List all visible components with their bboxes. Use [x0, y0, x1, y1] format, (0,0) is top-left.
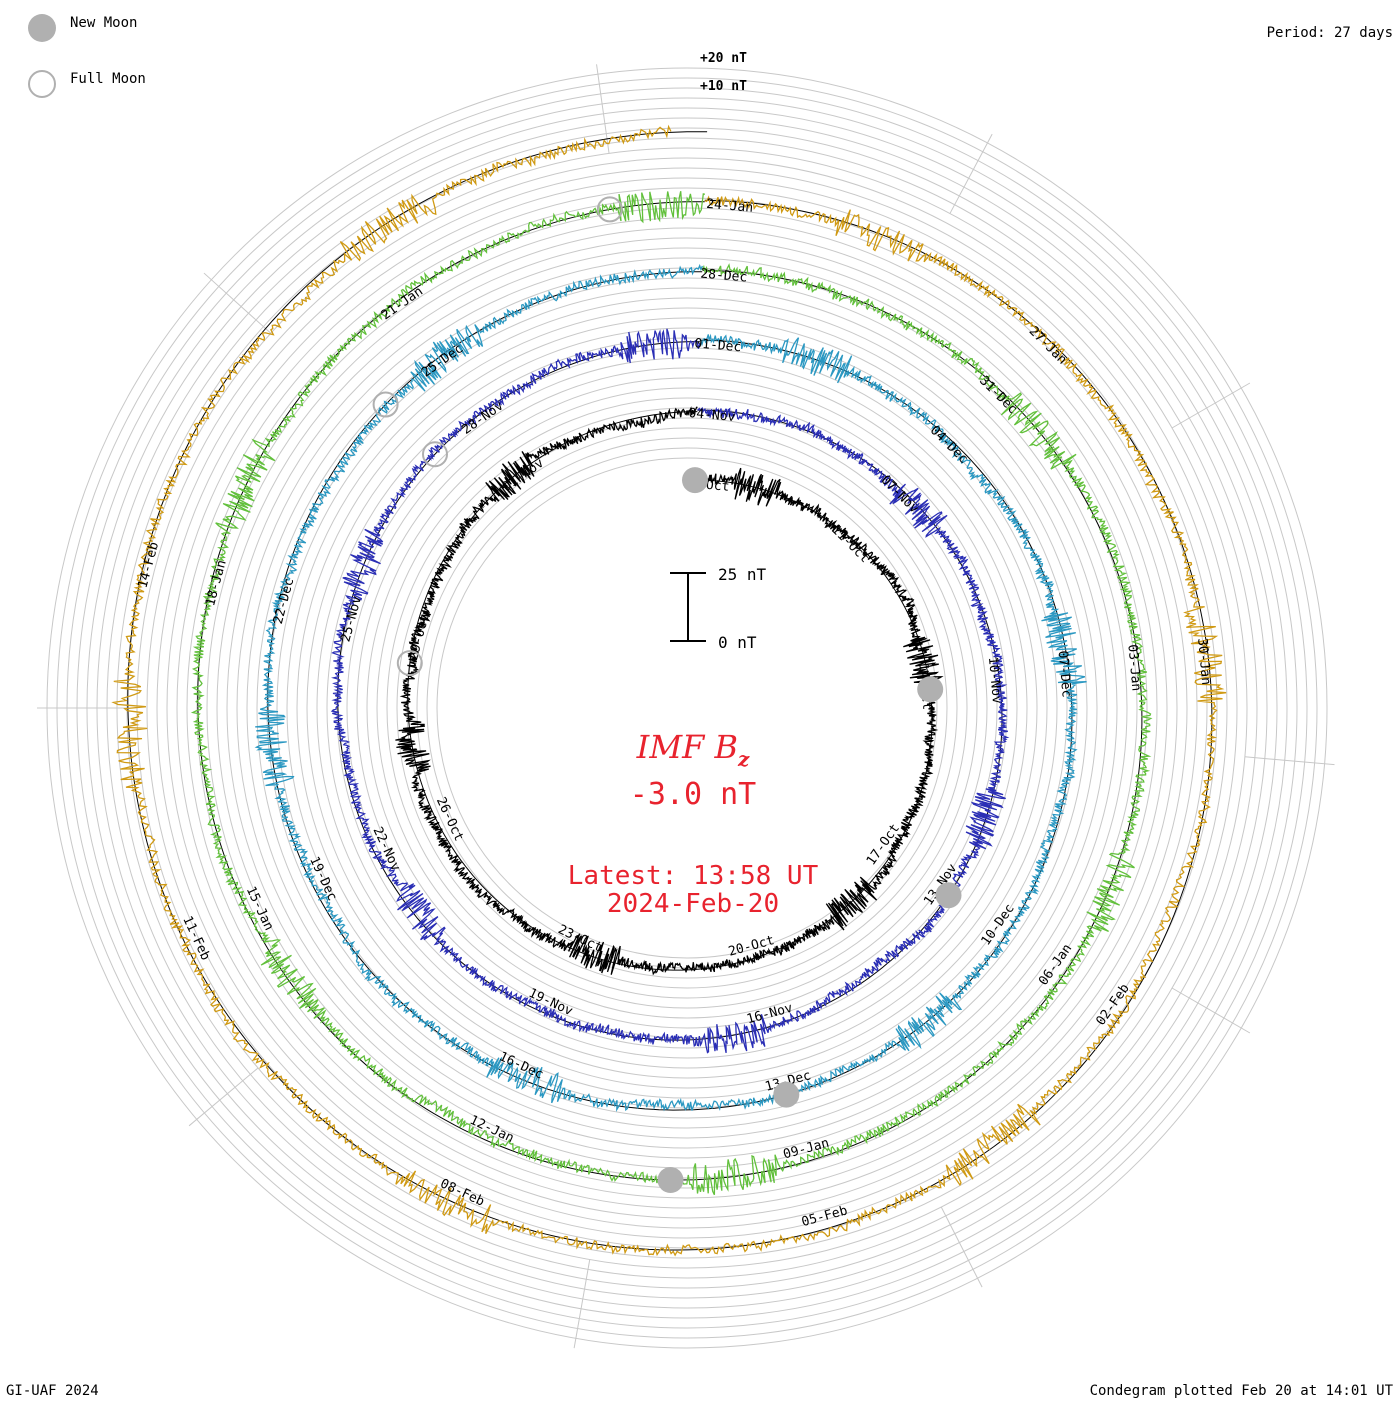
bz-trace	[330, 328, 1010, 1054]
grid-ring	[206, 227, 1168, 1189]
date-label: 07-Dec	[1055, 650, 1074, 698]
grid-ring	[416, 437, 958, 979]
ring-grid	[46, 67, 1328, 1349]
grid-ring	[96, 117, 1278, 1299]
new-moon-legend-label: New Moon	[70, 15, 137, 31]
full-moon-marker	[422, 441, 448, 468]
grid-ring	[236, 257, 1138, 1159]
grid-ring	[156, 177, 1218, 1239]
grid-ring	[196, 217, 1178, 1199]
radial-spoke	[949, 133, 993, 214]
ring-scale-plus10: +10 nT	[700, 79, 747, 94]
chart-title-sub: z	[737, 747, 750, 771]
date-label: 08-Feb	[438, 1176, 487, 1209]
grid-ring	[76, 97, 1298, 1319]
new-moon-marker	[657, 1167, 684, 1193]
grid-ring	[146, 167, 1228, 1249]
latest-date: 2024-Feb-20	[607, 889, 779, 919]
radial-spoke	[203, 272, 272, 334]
bz-trace	[111, 124, 1227, 1257]
credit-label: GI-UAF 2024	[6, 1383, 99, 1399]
date-label: 30-Jan	[1194, 638, 1213, 686]
full-moon-marker	[596, 196, 623, 223]
grid-ring	[386, 407, 988, 1009]
grid-ring	[256, 277, 1118, 1139]
full-moon-legend-icon	[28, 70, 56, 98]
date-label: 10-Nov	[985, 656, 1004, 704]
grid-ring	[316, 337, 1058, 1079]
scale-bar: 25 nT 0 nT	[670, 565, 767, 652]
grid-ring	[326, 347, 1048, 1069]
period-label: Period: 27 days	[1267, 25, 1393, 41]
chart-title-main: IMF B	[636, 728, 738, 766]
new-moon-legend-icon	[28, 14, 56, 42]
grid-ring	[306, 327, 1068, 1089]
current-value: -3.0 nT	[630, 777, 756, 812]
grid-ring	[396, 417, 978, 999]
grid-ring	[296, 317, 1078, 1099]
baseline-spiral	[267, 271, 1073, 1111]
chart-title: IMF Bz	[636, 728, 750, 771]
full-moon-legend-label: Full Moon	[70, 71, 146, 87]
scale-bar-top-label: 25 nT	[718, 565, 767, 584]
latest-time: Latest: 13:58 UT	[568, 861, 819, 891]
grid-ring	[126, 147, 1248, 1269]
bz-trace	[254, 263, 1087, 1113]
grid-ring	[106, 127, 1268, 1289]
grid-ring	[266, 287, 1108, 1129]
plotted-label: Condegram plotted Feb 20 at 14:01 UT	[1090, 1383, 1394, 1399]
new-moon-marker	[682, 467, 708, 494]
grid-ring	[226, 247, 1148, 1169]
legend: New Moon Full Moon	[28, 14, 146, 98]
grid-ring	[356, 377, 1018, 1039]
date-label: 04-Nov	[688, 406, 736, 425]
scale-bar-bottom-label: 0 nT	[718, 633, 757, 652]
radial-spoke	[573, 1259, 591, 1349]
ring-scale-plus20: +20 nT	[700, 51, 747, 66]
grid-ring	[276, 297, 1098, 1119]
date-label: 09-Jan	[782, 1136, 831, 1163]
grid-ring	[436, 457, 938, 959]
grid-ring	[376, 397, 998, 1019]
new-moon-marker	[917, 676, 944, 703]
radial-spoke	[940, 1206, 983, 1288]
grid-ring	[46, 67, 1328, 1349]
radial-spoke	[188, 1067, 259, 1127]
date-label: 28-Dec	[700, 267, 748, 286]
new-moon-marker	[935, 882, 962, 909]
grid-ring	[56, 77, 1318, 1339]
radial-spoke	[1171, 987, 1251, 1034]
grid-ring	[166, 187, 1208, 1229]
radial-spokes	[37, 64, 1335, 1349]
grid-ring	[216, 237, 1158, 1179]
new-moon-marker	[773, 1081, 800, 1108]
radial-spoke	[1244, 756, 1335, 766]
date-label: 24-Jan	[706, 197, 754, 216]
date-label: 29-Oct	[406, 612, 433, 661]
full-moon-marker	[372, 391, 399, 418]
grid-ring	[406, 427, 968, 989]
moon-markers	[372, 196, 962, 1193]
date-label: 20-Oct	[727, 933, 776, 960]
grid-ring	[336, 357, 1038, 1059]
date-label: 28-Nov	[459, 398, 506, 437]
bz-trace	[395, 406, 944, 976]
grid-ring	[246, 267, 1128, 1149]
full-moon-marker	[396, 650, 423, 677]
date-label: 16-Dec	[497, 1049, 546, 1082]
radial-spoke	[1171, 382, 1251, 429]
baseline-spiral	[127, 131, 1213, 1251]
date-label: 01-Dec	[694, 336, 742, 355]
grid-ring	[366, 387, 1008, 1029]
date-label: 03-Jan	[1124, 644, 1143, 692]
grid-ring	[346, 367, 1028, 1049]
date-label: 25-Nov	[338, 594, 365, 643]
grid-ring	[186, 207, 1188, 1209]
